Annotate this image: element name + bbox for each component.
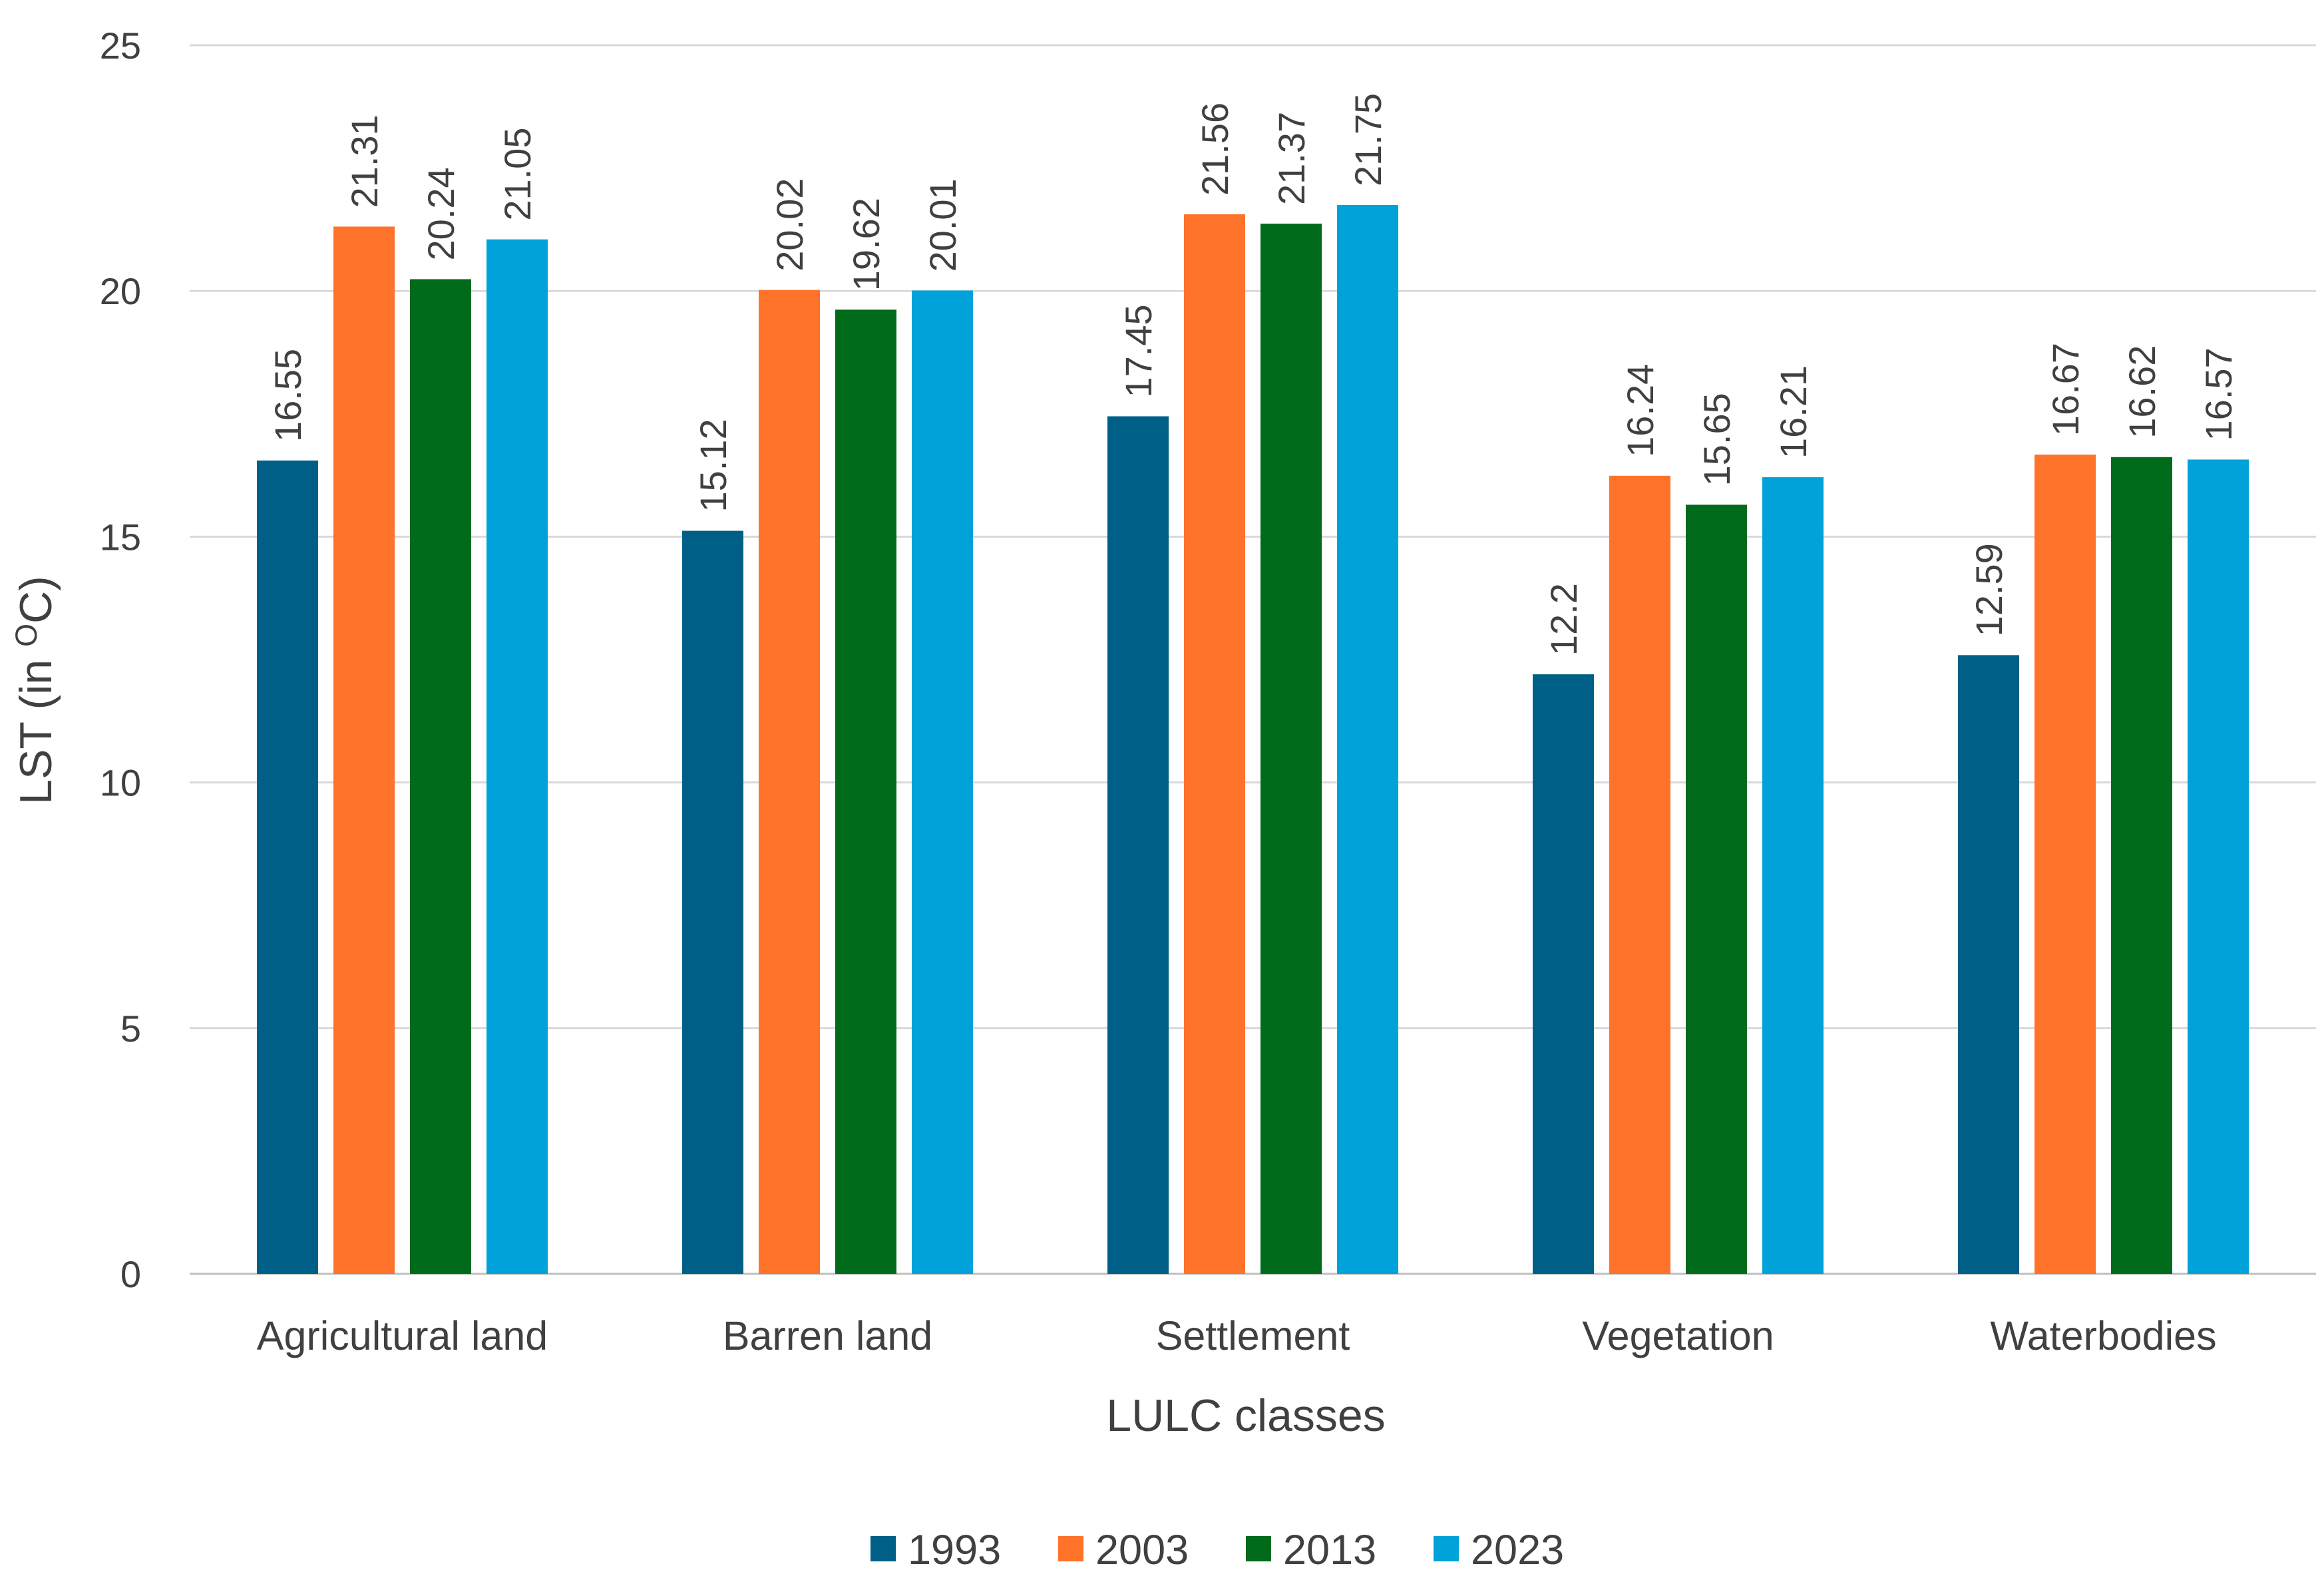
- y-axis-title: LST (in OC): [9, 576, 61, 805]
- bar-2003: [333, 226, 395, 1274]
- data-label: 12.2: [1543, 583, 1585, 656]
- data-label: 15.12: [692, 419, 734, 512]
- legend-swatch-2013: [1246, 1536, 1271, 1561]
- bar-2003: [759, 290, 820, 1275]
- bar-2023: [1337, 204, 1398, 1275]
- data-label: 16.67: [2044, 343, 2086, 436]
- y-tick-label: 25: [100, 25, 141, 67]
- x-axis-categories: Agricultural land Barren land Settlement Ve…: [257, 1313, 2217, 1358]
- y-tick-label: 0: [120, 1253, 141, 1295]
- y-tick-label: 5: [120, 1008, 141, 1050]
- data-labels: 16.55 21.31 20.24 21.05 15.12 20.02 19.62 20.01…: [267, 93, 2239, 656]
- bar-2023: [912, 290, 973, 1274]
- legend-swatch-1993: [871, 1536, 896, 1561]
- y-tick-label: 20: [100, 270, 141, 312]
- data-label: 16.21: [1772, 365, 1814, 459]
- bar-2023: [1762, 477, 1824, 1274]
- x-tick-label: Vegetation: [1582, 1313, 1774, 1358]
- bar-2023: [486, 239, 548, 1275]
- bar-2003: [2034, 455, 2096, 1275]
- bars: [257, 204, 2249, 1275]
- bar-2023: [2188, 459, 2249, 1274]
- y-axis-ticks: 0 5 10 15 20 25: [100, 25, 141, 1295]
- data-label: 21.37: [1270, 112, 1312, 205]
- data-label: 16.55: [267, 349, 309, 442]
- bar-2003: [1184, 214, 1245, 1274]
- data-label: 17.45: [1117, 304, 1159, 397]
- legend-label: 2013: [1283, 1527, 1376, 1573]
- data-label: 16.62: [2121, 345, 2163, 439]
- x-tick-label: Agricultural land: [257, 1313, 548, 1358]
- data-label: 21.05: [496, 128, 538, 221]
- legend-swatch-2023: [1434, 1536, 1459, 1561]
- bar-2013: [410, 279, 471, 1274]
- bar-2003: [1609, 475, 1670, 1274]
- bar-2013: [835, 309, 896, 1275]
- data-label: 21.31: [343, 114, 385, 208]
- data-label: 12.59: [1968, 543, 2010, 636]
- data-label: 16.24: [1619, 364, 1661, 457]
- x-tick-label: Settlement: [1156, 1313, 1350, 1358]
- data-label: 19.62: [845, 198, 887, 291]
- legend-label: 1993: [908, 1527, 1001, 1573]
- bar-1993: [257, 460, 318, 1274]
- legend-swatch-2003: [1058, 1536, 1083, 1561]
- x-axis-title: LULC classes: [1106, 1390, 1386, 1441]
- data-label: 21.75: [1347, 93, 1389, 186]
- data-label: 15.65: [1696, 393, 1738, 486]
- data-label: 20.01: [922, 178, 964, 272]
- bar-2013: [1260, 224, 1322, 1275]
- y-tick-label: 10: [100, 762, 141, 804]
- data-label: 16.57: [2198, 347, 2239, 441]
- bar-1993: [1958, 655, 2019, 1274]
- bar-1993: [1107, 416, 1169, 1275]
- y-tick-label: 15: [100, 516, 141, 558]
- x-tick-label: Barren land: [723, 1313, 932, 1358]
- data-label: 20.24: [420, 167, 462, 260]
- data-label: 20.02: [769, 178, 811, 272]
- bar-2013: [1686, 504, 1747, 1274]
- legend-label: 2003: [1095, 1527, 1189, 1573]
- bar-1993: [1533, 674, 1594, 1274]
- bar-1993: [682, 530, 743, 1274]
- data-label: 21.56: [1194, 102, 1236, 196]
- bar-2013: [2111, 457, 2172, 1274]
- legend-label: 2023: [1471, 1527, 1564, 1573]
- x-tick-label: Waterbodies: [1990, 1313, 2216, 1358]
- legend: 1993 2003 2013 2023: [871, 1527, 1564, 1573]
